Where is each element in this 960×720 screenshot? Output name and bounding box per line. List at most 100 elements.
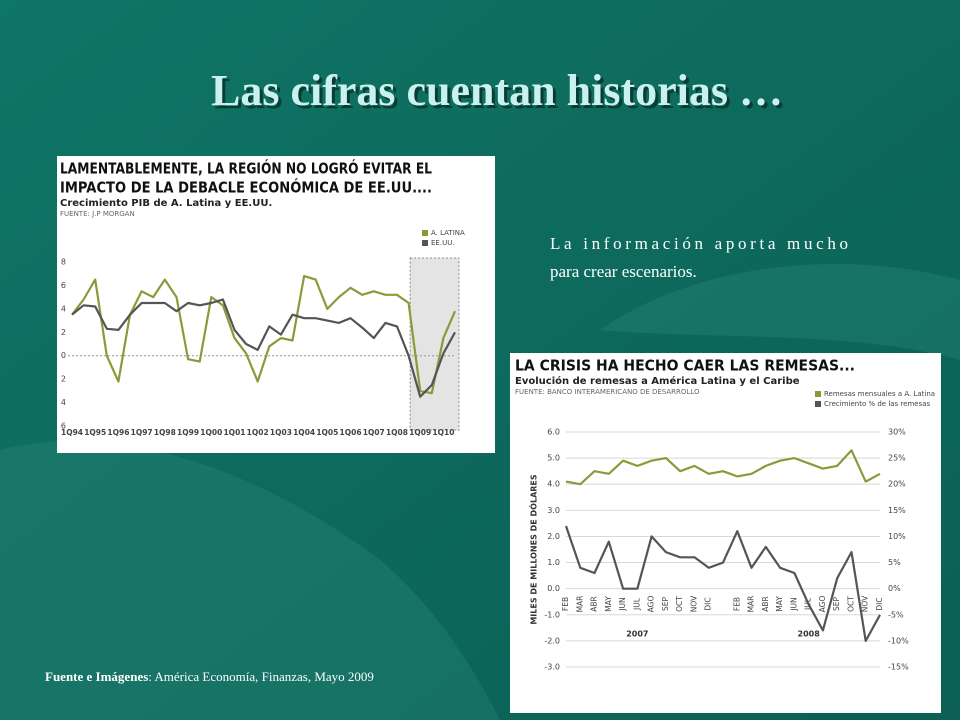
y-tick-label: 0	[61, 351, 66, 360]
y-tick-label: 3.0	[547, 506, 560, 515]
x-tick-label: MAR	[747, 596, 756, 613]
series-line	[564, 525, 881, 642]
y-tick-label: 2	[61, 375, 66, 384]
x-tick-label: JUN	[618, 597, 627, 611]
highlight-region	[409, 257, 460, 431]
legend-label: Crecimiento % de las remesas	[824, 400, 931, 408]
body-text: La información aporta mucho	[550, 234, 848, 253]
legend-swatch	[815, 391, 821, 397]
y-axis-label: MILES DE MILLONES DE DÓLARES	[528, 474, 539, 625]
x-tick-label: ABR	[761, 596, 770, 612]
slide-title: Las cifras cuentan historias …	[211, 66, 783, 115]
x-tick-label: 1Q01	[223, 428, 245, 437]
chart-source: FUENTE: J.P MORGAN	[60, 210, 135, 218]
x-tick-label: NOV	[861, 595, 870, 612]
y-tick-label: 2.0	[547, 532, 560, 541]
x-tick-label: 1Q95	[84, 428, 106, 437]
y-tick-label: 4	[61, 398, 66, 407]
source-label: Fuente e Imágenes	[45, 669, 148, 684]
legend-swatch	[422, 240, 428, 246]
chart-title: LA CRISIS HA HECHO CAER LAS REMESAS...	[515, 357, 855, 375]
x-tick-label: 1Q05	[316, 428, 338, 437]
y2-tick-label: 15%	[888, 506, 906, 515]
x-tick-label: 1Q98	[154, 428, 176, 437]
x-tick-label: ABR	[590, 596, 599, 612]
y-tick-label: 2	[61, 328, 66, 337]
x-tick-label: MAY	[604, 596, 613, 612]
source-note: Fuente e Imágenes: América Economía, Fin…	[45, 669, 374, 684]
y2-tick-label: -15%	[888, 663, 909, 672]
y2-tick-label: -5%	[888, 610, 904, 619]
x-tick-label: AGO	[647, 596, 656, 613]
y2-tick-label: 30%	[888, 428, 906, 437]
x-tick-label: 1Q96	[107, 428, 129, 437]
y-tick-label: 6	[61, 422, 66, 431]
y-tick-label: -3.0	[544, 663, 560, 672]
chart-title: LAMENTABLEMENTE, LA REGIÓN NO LOGRÓ EVIT…	[60, 159, 432, 178]
x-tick-label: OCT	[846, 596, 855, 612]
x-tick-label: OCT	[675, 596, 684, 612]
x-tick-label: FEB	[561, 597, 570, 611]
y2-tick-label: -10%	[888, 636, 909, 645]
x-group-label: 2008	[798, 630, 821, 639]
chart-source: FUENTE: BANCO INTERAMERICANO DE DESARROL…	[515, 388, 700, 396]
y-tick-label: 4.0	[547, 480, 560, 489]
x-tick-label: 1Q03	[270, 428, 292, 437]
y2-tick-label: 10%	[888, 532, 906, 541]
y-tick-label: 6	[61, 281, 66, 290]
x-tick-label: 1Q99	[177, 428, 199, 437]
legend-swatch	[422, 230, 428, 236]
y-tick-label: 6.0	[547, 428, 560, 437]
x-tick-label: 1Q06	[340, 428, 362, 437]
y-tick-label: -2.0	[544, 636, 560, 645]
y-tick-label: 4	[61, 304, 66, 313]
chart-2: LA CRISIS HA HECHO CAER LAS REMESAS...Ev…	[515, 357, 935, 672]
chart-subtitle: Evolución de remesas a América Latina y …	[515, 375, 800, 387]
x-tick-label: 1Q08	[386, 428, 408, 437]
x-tick-label: 1Q00	[200, 428, 222, 437]
x-tick-label: 1Q10	[432, 428, 454, 437]
x-tick-label: AGO	[818, 596, 827, 613]
x-tick-label: 1Q07	[363, 428, 385, 437]
body-text: para crear escenarios.	[550, 262, 697, 281]
x-tick-label: SEP	[661, 597, 670, 611]
y2-tick-label: 25%	[888, 454, 906, 463]
x-tick-label: NOV	[689, 595, 698, 612]
decor	[0, 441, 500, 720]
y-tick-label: 1.0	[547, 558, 560, 567]
chart-panel	[510, 353, 941, 713]
chart-title: IMPACTO DE LA DEBACLE ECONÓMICA DE EE.UU…	[60, 178, 432, 197]
y2-tick-label: 5%	[888, 558, 901, 567]
series-line	[71, 298, 456, 398]
decor	[600, 264, 960, 360]
x-tick-label: 1Q02	[247, 428, 269, 437]
title-shadow: Las cifras cuentan historias …	[214, 69, 786, 118]
y2-tick-label: 0%	[888, 584, 901, 593]
x-tick-label: DIC	[704, 597, 713, 610]
x-tick-label: MAR	[575, 596, 584, 613]
x-tick-label: 1Q97	[131, 428, 153, 437]
series-line	[71, 275, 457, 395]
y-tick-label: 5.0	[547, 454, 560, 463]
y-tick-label: 0.0	[547, 584, 560, 593]
x-tick-label: FEB	[732, 597, 741, 611]
y-tick-label: 8	[61, 258, 66, 267]
series-line	[565, 449, 881, 486]
legend-label: Remesas mensuales a A. Latina	[824, 390, 935, 398]
x-tick-label: 1Q94	[61, 428, 83, 437]
chart-1: LAMENTABLEMENTE, LA REGIÓN NO LOGRÓ EVIT…	[60, 159, 465, 438]
x-tick-label: MAY	[775, 596, 784, 612]
legend-label: EE.UU.	[431, 239, 455, 247]
x-tick-label: JUL	[632, 597, 641, 611]
x-tick-label: DIC	[875, 597, 884, 610]
source-text: : América Economía, Finanzas, Mayo 2009	[148, 669, 374, 684]
y-tick-label: -1.0	[544, 610, 560, 619]
y2-tick-label: 20%	[888, 480, 906, 489]
x-tick-label: 1Q09	[409, 428, 431, 437]
x-group-label: 2007	[626, 630, 648, 639]
chart-subtitle: Crecimiento PIB de A. Latina y EE.UU.	[60, 198, 272, 209]
x-tick-label: JUN	[789, 597, 798, 611]
x-tick-label: 1Q04	[293, 428, 315, 437]
x-tick-label: SEP	[832, 597, 841, 611]
